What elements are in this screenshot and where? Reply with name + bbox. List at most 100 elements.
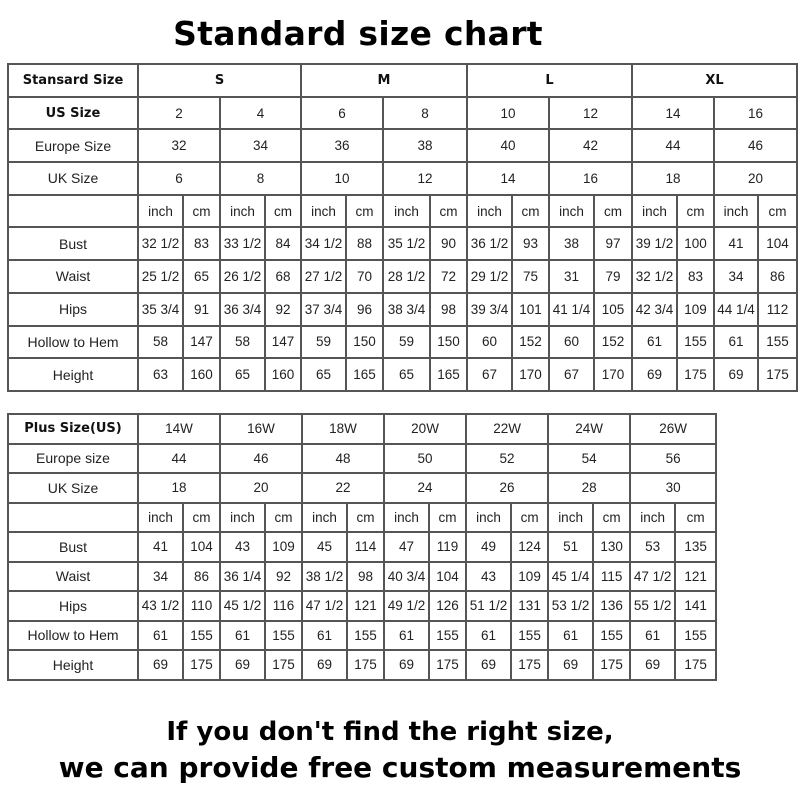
measurement-cell: 155 [510,619,550,651]
measurement-cell: 60 [466,324,513,360]
measurement-cell: 98 [429,291,468,327]
measurement-cell: 97 [592,226,634,262]
measurement-cell: 33 1/2 [219,226,266,262]
measurement-cell: 43 1/2 [137,590,184,622]
size-cell: 4 [219,95,302,131]
measurement-cell: 175 [674,649,718,681]
table-row: Hips 35 3/4 91 36 3/4 92 37 3/4 96 38 3/4 98 39 3… [7,291,799,327]
measurement-cell: 55 1/2 [629,590,677,622]
measurement-cell: 155 [674,619,718,651]
unit-row: inch cm inch cm inch cm inch cm inch cm inch cm inch… [7,193,799,229]
size-group-header: S [137,63,302,98]
row-label: Height [7,649,139,681]
unit-cm: cm [592,501,632,533]
measurement-cell: 34 1/2 [300,226,347,262]
measurement-cell: 109 [264,531,304,563]
measurement-cell: 28 1/2 [382,259,431,294]
measurement-cell: 152 [511,324,550,360]
measurement-cell: 41 [137,531,184,563]
measurement-cell: 175 [757,357,799,392]
measurement-cell: 47 1/2 [301,590,349,622]
measurement-cell: 61 [631,324,679,360]
measurement-cell: 175 [510,649,550,681]
table-row: Height 69 175 69 175 69 175 69 175 69 175 69 175 69 17… [7,649,718,681]
unit-cm: cm [510,501,550,533]
measurement-cell: 175 [676,357,716,392]
measurement-cell: 121 [674,560,718,592]
measurement-cell: 92 [264,291,302,327]
measurement-cell: 51 1/2 [465,590,513,622]
unit-inch: inch [629,501,677,533]
measurement-cell: 119 [428,531,468,563]
measurement-cell: 69 [713,357,760,392]
measurement-cell: 101 [511,291,550,327]
unit-inch: inch [301,501,349,533]
measurement-cell: 131 [510,590,550,622]
measurement-cell: 36 3/4 [219,291,266,327]
unit-inch: inch [219,501,267,533]
measurement-cell: 105 [592,291,634,327]
measurement-cell: 32 1/2 [137,226,184,262]
unit-cm: cm [676,193,716,229]
unit-inch: inch [713,193,760,229]
size-cell: 18 [631,161,716,196]
measurement-cell: 170 [511,357,550,392]
size-cell: 16 [547,161,634,196]
measurement-cell: 92 [264,560,304,592]
standard-size-table: Stansard Size S M L XL US Size 2 4 6 8 10 12 14 16 Eur… [7,63,799,392]
measurement-cell: 36 1/2 [466,226,513,262]
measurement-cell: 165 [345,357,384,392]
measurement-cell: 79 [592,259,634,294]
header-row: Plus Size(US) 14W 16W 18W 20W 22W 24W 26W [7,413,718,445]
row-label: Hips [7,291,139,327]
row-label: Height [7,357,139,392]
size-cell: 36 [300,128,384,164]
unit-inch: inch [137,193,184,229]
measurement-cell: 83 [182,226,221,262]
unit-inch: inch [382,193,431,229]
plus-size-header: 24W [547,413,632,445]
measurement-cell: 43 [219,531,267,563]
measurement-cell: 26 1/2 [219,259,266,294]
unit-inch: inch [383,501,431,533]
measurement-cell: 104 [181,531,222,563]
measurement-cell: 91 [182,291,221,327]
measurement-cell: 40 3/4 [383,560,431,592]
empty-cell [7,501,139,533]
unit-cm: cm [428,501,468,533]
unit-inch: inch [300,193,347,229]
measurement-cell: 36 1/4 [219,560,267,592]
measurement-cell: 130 [592,531,632,563]
measurement-cell: 41 [713,226,760,262]
measurement-cell: 96 [345,291,384,327]
measurement-cell: 59 [300,324,347,360]
measurement-cell: 175 [592,649,632,681]
size-cell: 30 [629,472,718,504]
size-row: Europe Size 32 34 36 38 40 42 44 46 [7,128,799,164]
measurement-cell: 155 [757,324,799,360]
measurement-cell: 175 [346,649,386,681]
measurement-cell: 29 1/2 [466,259,513,294]
size-cell: 6 [137,161,221,196]
measurement-cell: 155 [346,619,386,651]
measurement-cell: 135 [674,531,718,563]
measurement-cell: 155 [181,619,222,651]
measurement-cell: 49 [465,531,513,563]
table-row: Hollow to Hem 58 147 58 147 59 150 59 150 60 152 60… [7,324,799,360]
row-label: Bust [7,531,139,563]
measurement-cell: 58 [137,324,184,360]
size-cell: 44 [631,128,716,164]
measurement-cell: 98 [346,560,386,592]
measurement-cell: 152 [592,324,634,360]
measurement-cell: 44 1/4 [713,291,760,327]
size-cell: 52 [465,442,550,474]
unit-cm: cm [511,193,550,229]
measurement-cell: 41 1/4 [548,291,595,327]
size-cell: 54 [547,442,632,474]
unit-cm: cm [757,193,799,229]
unit-inch: inch [219,193,266,229]
measurement-cell: 150 [429,324,468,360]
unit-inch: inch [548,193,595,229]
measurement-cell: 61 [465,619,513,651]
size-group-header: XL [631,63,799,98]
